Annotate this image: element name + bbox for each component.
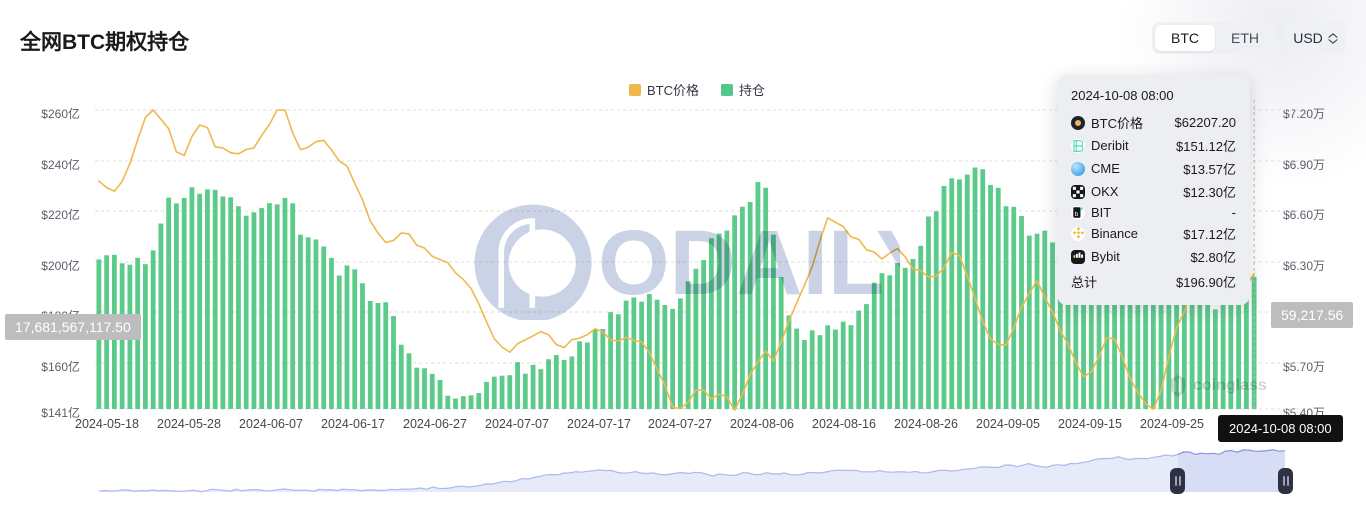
svg-text:b: b (1074, 211, 1078, 218)
